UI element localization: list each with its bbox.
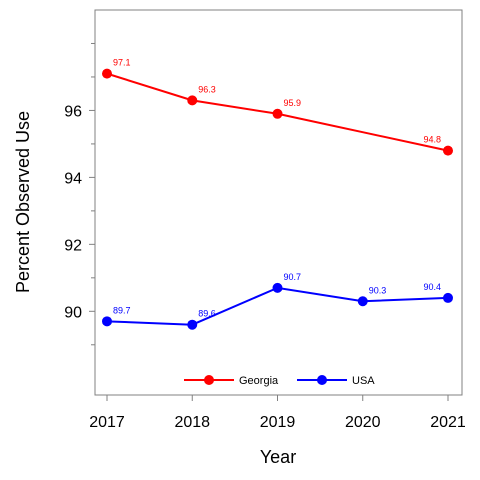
- x-tick-label: 2017: [89, 414, 125, 431]
- y-tick-label: 94: [64, 170, 82, 187]
- plot-frame: [94, 9, 463, 396]
- usa-data-point: [187, 319, 198, 330]
- georgia-data-label: 97.1: [113, 58, 131, 68]
- y-tick-label: 96: [64, 103, 82, 120]
- georgia-legend-marker: [204, 375, 214, 385]
- georgia-data-label: 96.3: [198, 84, 216, 94]
- usa-data-point: [102, 316, 112, 327]
- y-tick-label: 90: [64, 304, 82, 321]
- georgia-data-point: [443, 145, 453, 156]
- x-axis: 2017 2018 2019 2020 2021: [89, 395, 466, 431]
- usa-data-label: 90.3: [369, 285, 387, 295]
- x-tick-label: 2019: [260, 414, 296, 431]
- series-layer: 97.1 96.3 95.9 94.8 89.7 89.6 90.7 90.3 90.4: [102, 58, 453, 330]
- x-tick-label: 2018: [174, 414, 210, 431]
- y-axis-label: Percent Observed Use: [13, 111, 33, 293]
- y-tick-label: 92: [64, 237, 82, 254]
- usa-data-point: [272, 282, 283, 293]
- usa-data-point: [443, 292, 453, 303]
- legend: Georgia USA: [184, 375, 375, 387]
- georgia-data-label: 94.8: [423, 135, 441, 145]
- georgia-data-label: 95.9: [284, 98, 302, 108]
- usa-data-label: 89.7: [113, 305, 131, 315]
- usa-data-label: 90.4: [423, 282, 441, 292]
- x-tick-label: 2021: [430, 414, 466, 431]
- georgia-data-point: [187, 95, 198, 106]
- x-tick-label: 2020: [345, 414, 381, 431]
- georgia-data-point: [272, 108, 283, 119]
- usa-data-label: 89.6: [198, 309, 216, 319]
- y-axis: 90 92 94 96: [64, 42, 95, 346]
- usa-data-label: 90.7: [284, 272, 302, 282]
- usa-legend-marker: [317, 375, 327, 385]
- usa-legend-label: USA: [352, 375, 375, 387]
- georgia-data-point: [102, 68, 112, 79]
- usa-series-line: [106, 286, 449, 326]
- x-axis-label: Year: [260, 447, 296, 467]
- usa-data-point: [357, 296, 368, 307]
- georgia-legend-label: Georgia: [239, 375, 279, 387]
